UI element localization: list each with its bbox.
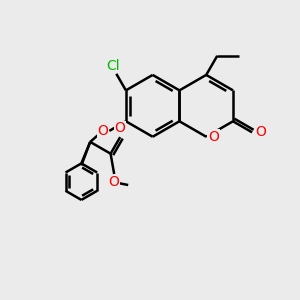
Text: O: O [109,175,120,189]
Text: O: O [255,125,266,139]
Text: O: O [98,124,108,138]
Text: O: O [208,130,219,144]
Text: Cl: Cl [106,58,120,73]
Text: O: O [115,121,126,135]
